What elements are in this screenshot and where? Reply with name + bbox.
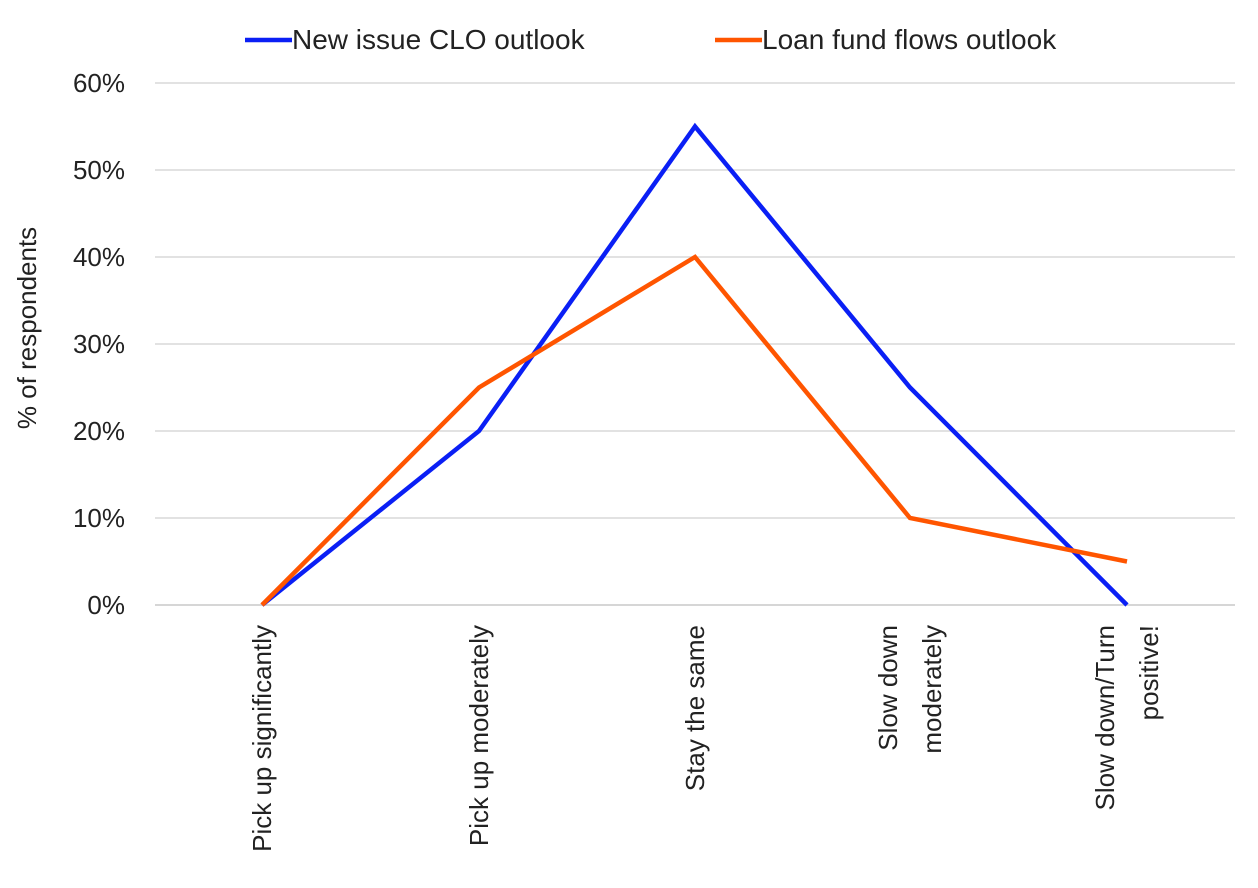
x-category-label-line: Pick up moderately bbox=[464, 625, 494, 846]
x-category-label: Slow down moderately bbox=[873, 625, 947, 754]
x-category-label-line: Slow down/Turn bbox=[1090, 625, 1120, 810]
x-category-label-line: positive! bbox=[1134, 625, 1164, 720]
legend-item: Loan fund flows outlook bbox=[715, 24, 1057, 55]
y-axis-ticks: 0% 10% 20% 30% 40% 50% 60% bbox=[73, 68, 125, 620]
legend-label: New issue CLO outlook bbox=[292, 24, 586, 55]
x-category-label-line: Slow down bbox=[873, 625, 903, 751]
legend-label: Loan fund flows outlook bbox=[762, 24, 1057, 55]
x-axis-categories: Pick up significantly Pick up moderately S… bbox=[247, 625, 1164, 852]
y-tick-label: 30% bbox=[73, 329, 125, 359]
x-category-label-line: Pick up significantly bbox=[247, 625, 277, 852]
x-category-label-line: Stay the same bbox=[680, 625, 710, 791]
legend: New issue CLO outlook Loan fund flows out… bbox=[245, 24, 1057, 55]
x-category-label: Stay the same bbox=[680, 625, 710, 791]
y-tick-label: 10% bbox=[73, 503, 125, 533]
x-category-label: Pick up significantly bbox=[247, 625, 277, 852]
y-tick-label: 0% bbox=[87, 590, 125, 620]
x-category-label: Pick up moderately bbox=[464, 625, 494, 846]
series-line-2 bbox=[260, 254, 1128, 607]
y-axis-title: % of respondents bbox=[12, 227, 42, 429]
series-line-1 bbox=[260, 122, 1129, 607]
y-tick-label: 20% bbox=[73, 416, 125, 446]
legend-item: New issue CLO outlook bbox=[245, 24, 586, 55]
y-tick-label: 50% bbox=[73, 155, 125, 185]
x-category-label-line: moderately bbox=[917, 625, 947, 754]
x-category-label: Slow down/Turn positive! bbox=[1090, 625, 1164, 810]
y-tick-label: 60% bbox=[73, 68, 125, 98]
y-tick-label: 40% bbox=[73, 242, 125, 272]
series-lines bbox=[260, 122, 1129, 607]
gridlines bbox=[155, 82, 1235, 606]
